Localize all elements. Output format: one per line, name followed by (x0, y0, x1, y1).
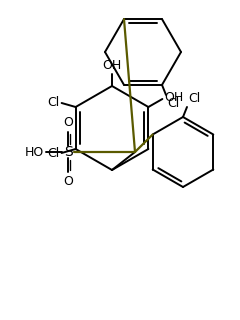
Text: Cl: Cl (167, 97, 179, 110)
Text: HO: HO (25, 146, 44, 158)
Text: O: O (63, 175, 73, 188)
Text: Cl: Cl (47, 147, 60, 159)
Text: OH: OH (102, 59, 122, 72)
Text: OH: OH (164, 91, 184, 103)
Text: Cl: Cl (188, 92, 200, 105)
Text: Cl: Cl (47, 95, 60, 108)
Text: O: O (63, 116, 73, 129)
Text: S: S (64, 145, 72, 159)
